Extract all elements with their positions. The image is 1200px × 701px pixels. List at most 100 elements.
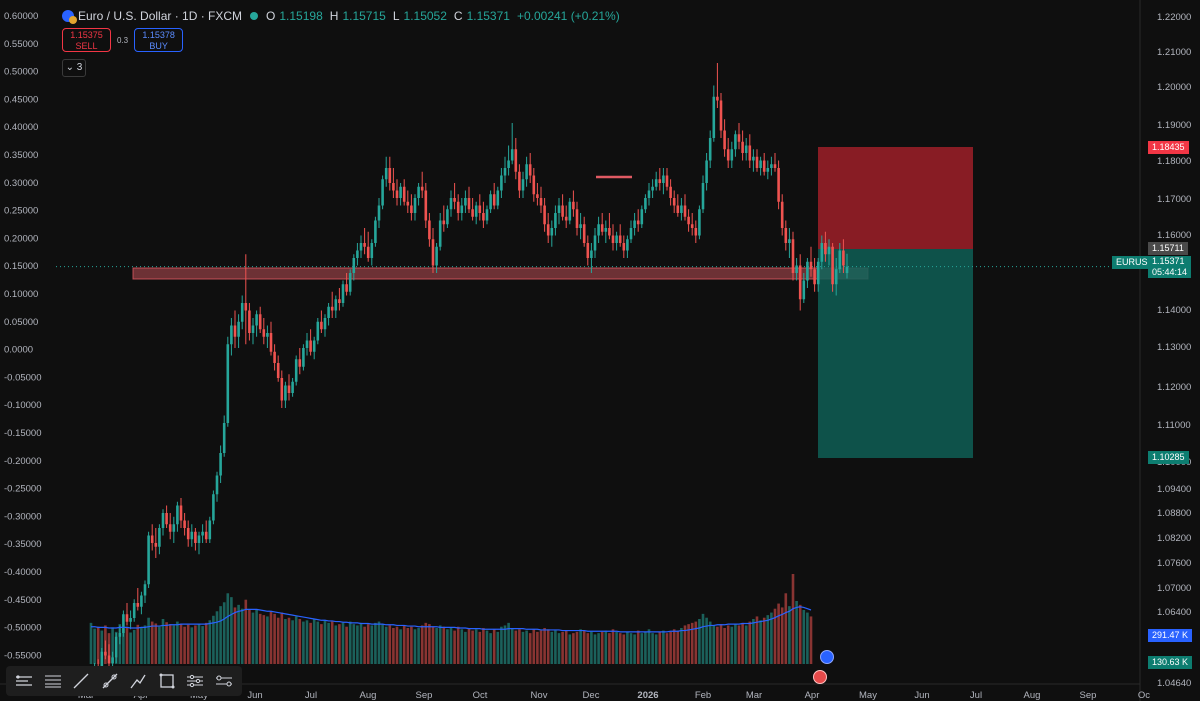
left-axis-tick: -0.50000 [4,623,42,634]
volume-bar [809,616,813,664]
volume-bar [521,631,525,664]
volume-bar [687,624,690,664]
volume-bar [492,629,496,664]
volume-bar [114,631,118,664]
volume-bar [514,630,518,664]
candle-body [402,186,406,202]
candle-body [593,235,597,251]
time-axis-label: Nov [531,690,548,701]
volume-bar [784,593,788,664]
stop-loss-zone[interactable] [818,147,973,249]
economic-event-icon[interactable] [820,650,834,664]
volume-bar [464,631,467,664]
candle-body [586,243,590,258]
volume-bar [330,621,334,664]
candle-body [726,149,730,161]
grid-settings-icon[interactable] [184,670,206,692]
candle-body [413,198,417,213]
volume-bar [107,633,111,664]
candle-body [683,205,687,217]
left-axis-tick: -0.55000 [4,650,42,661]
volume-bar [759,620,762,664]
right-axis-tick: 1.17000 [1157,194,1191,205]
right-axis-tick: 1.21000 [1157,47,1191,58]
volume-bar [190,627,194,664]
volume-bar [791,574,795,664]
candle-body [158,528,161,547]
sliders-icon[interactable] [213,670,235,692]
left-axis-tick: 0.05000 [4,317,38,328]
left-axis-tick: -0.05000 [4,372,42,383]
candle-body [327,306,330,318]
candle-body [640,209,644,225]
volume-bar [424,622,428,664]
candle-body [492,194,496,206]
rectangle-icon[interactable] [156,670,178,692]
right-axis-tick: 1.08200 [1157,533,1191,544]
us-flag-event-icon[interactable] [813,670,827,684]
change-value: +0.00241 (+0.21%) [516,9,620,23]
volume-bar [96,626,100,664]
buy-label: BUY [149,41,168,51]
volume-bar [762,617,766,664]
volume-bar [298,619,302,664]
candle-body [309,340,312,352]
ray-icon[interactable] [99,670,121,692]
trend-line-icon[interactable] [70,670,92,692]
candle-body [449,198,453,210]
indicators-collapse-button[interactable]: ⌄ 3 [62,59,86,77]
volume-ma-tag: 291.47 K [1148,629,1193,642]
list-glyph [44,675,61,688]
symbol-title[interactable]: Euro / U.S. Dollar · 1D · FXCM [78,9,243,23]
right-axis-tick: 1.12000 [1157,382,1191,393]
list-icon[interactable] [42,670,64,692]
volume-bar [633,634,636,664]
volume-bar [546,629,550,664]
volume-bar [168,624,172,664]
time-axis-label: May [859,690,877,701]
volume-bar [590,631,593,664]
candle-body [518,171,521,191]
volume-bar [125,626,129,664]
take-profit-zone[interactable] [818,249,973,458]
volume-bar [640,633,644,664]
sell-button[interactable]: 1.15375 SELL [62,28,111,52]
time-axis-label: 2026 [637,690,658,701]
multi-line-icon[interactable] [13,670,35,692]
volume-bar [795,601,798,664]
candle-body [244,303,248,311]
volume-bar [615,631,618,664]
candle-body [330,306,334,311]
candle-body [183,520,186,528]
volume-bar [701,613,705,664]
volume-bar [377,621,381,664]
candle-body [564,216,568,221]
support-zone[interactable] [132,267,869,280]
candle-body [824,243,827,255]
candle-body [694,228,698,236]
volume-bar [348,621,352,664]
volume-bar [262,615,266,664]
volume-bar [327,622,330,664]
volume-bar [510,628,514,664]
path-icon[interactable] [127,670,149,692]
buy-button[interactable]: 1.15378 BUY [134,28,184,52]
volume-bar [136,624,140,664]
candle-body [489,194,492,210]
candle-body [579,224,582,228]
candle-body [201,531,204,536]
candle-body [478,205,482,213]
symbol-header: Euro / U.S. Dollar · 1D · FXCM O 1.15198 … [62,9,623,24]
candle-body [338,299,341,303]
candle-body [446,209,449,225]
time-axis-label: Jul [305,690,317,701]
volume-bar [219,606,222,664]
volume-bar [269,611,273,664]
candle-body [546,224,550,236]
candle-body [467,198,471,210]
right-axis-tick: 1.16000 [1157,230,1191,241]
volume-bar [582,630,586,664]
candle-body [550,228,554,236]
